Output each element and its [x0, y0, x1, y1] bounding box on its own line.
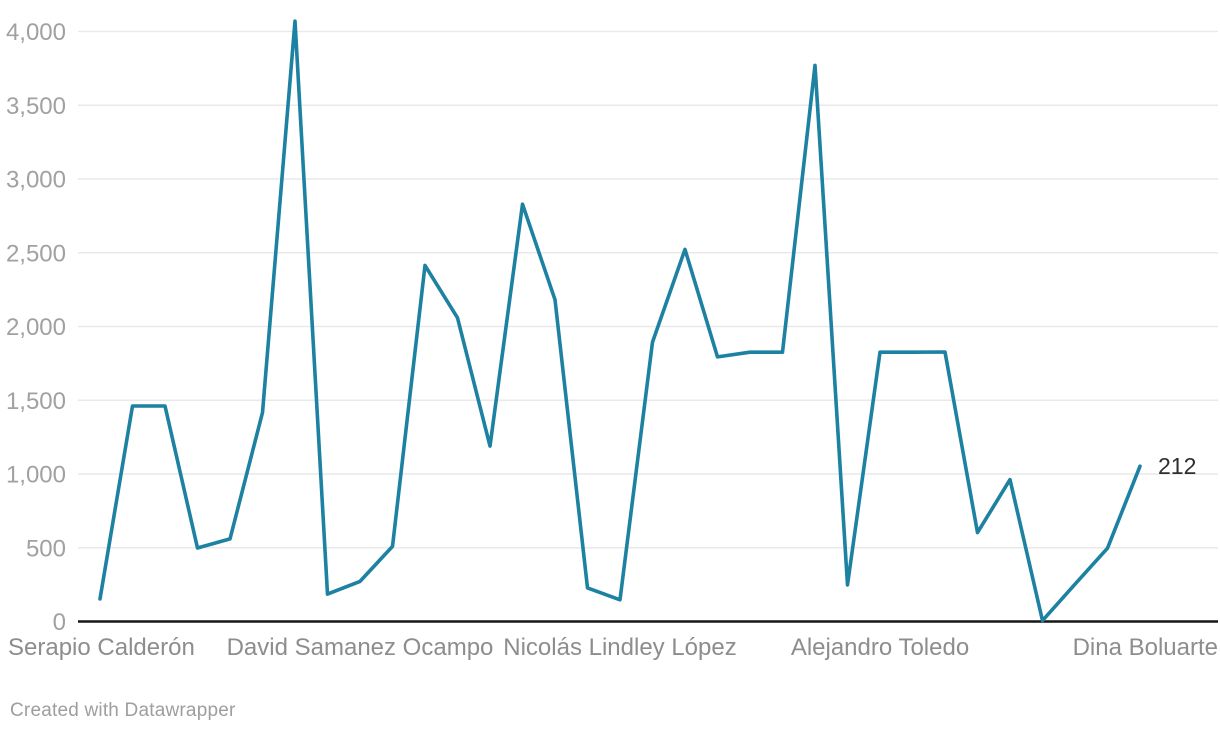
- data-line: [98, 19, 1142, 623]
- y-tick-label: 2,000: [6, 314, 66, 341]
- y-tick-label: 1,500: [6, 388, 66, 415]
- x-tick-label: Alejandro Toledo: [791, 634, 969, 661]
- end-value-label: 212: [1158, 453, 1196, 479]
- y-tick-label: 3,000: [6, 167, 66, 194]
- y-tick-label: 1,000: [6, 462, 66, 489]
- y-tick-label: 4,000: [6, 19, 66, 46]
- x-tick-label: Serapio Calderón: [8, 634, 195, 661]
- datawrapper-credit: Created with Datawrapper: [10, 700, 236, 721]
- y-tick-label: 500: [26, 535, 66, 562]
- x-tick-label: Dina Boluarte: [1073, 634, 1218, 661]
- y-tick-label: 3,500: [6, 93, 66, 120]
- x-tick-label: David Samanez Ocampo: [227, 634, 494, 661]
- x-tick-label: Nicolás Lindley López: [503, 634, 736, 661]
- y-tick-label: 0: [53, 609, 66, 636]
- y-tick-label: 2,500: [6, 240, 66, 267]
